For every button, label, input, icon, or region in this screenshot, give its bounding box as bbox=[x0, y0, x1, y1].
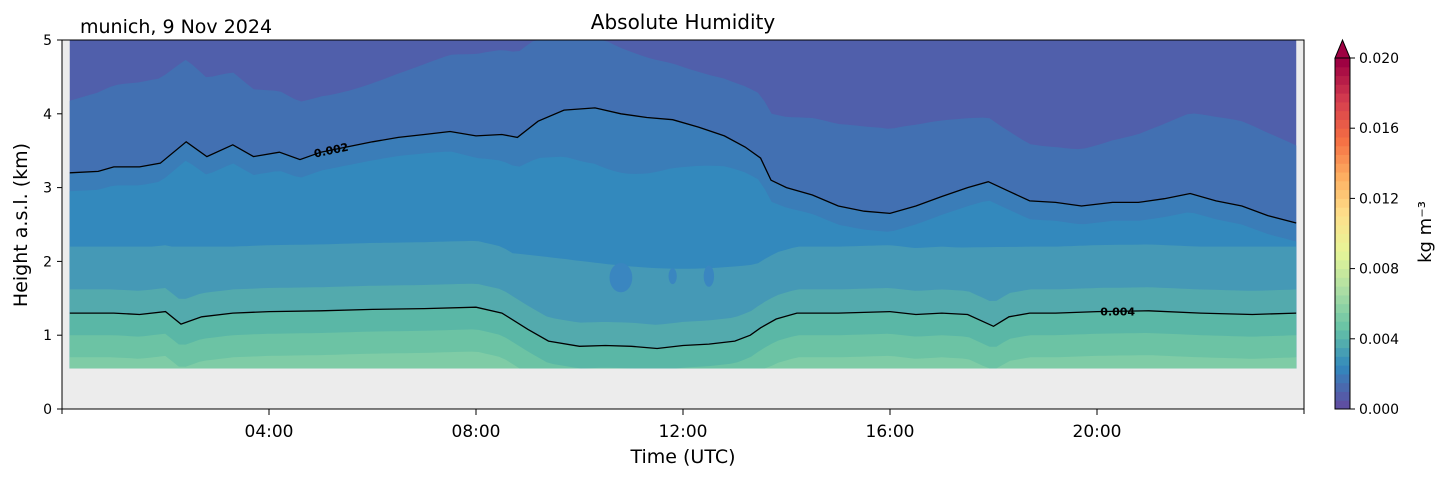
colorbar-segment bbox=[1335, 189, 1350, 199]
colorbar-segment bbox=[1335, 224, 1350, 234]
colorbar-segment bbox=[1335, 347, 1350, 357]
y-tick-label: 0 bbox=[43, 402, 52, 418]
colorbar-segment bbox=[1335, 356, 1350, 366]
colorbar-segment bbox=[1335, 373, 1350, 384]
colorbar-segment bbox=[1335, 268, 1350, 278]
moist-pocket-2 bbox=[703, 265, 715, 287]
x-tick-label: 04:00 bbox=[245, 422, 294, 442]
colorbar-segment bbox=[1335, 382, 1350, 392]
contour-line-0.004 bbox=[69, 306, 1297, 350]
colorbar-segment bbox=[1335, 128, 1350, 138]
colorbar-tick-label: 0.004 bbox=[1359, 332, 1399, 348]
chart-title: Absolute Humidity bbox=[591, 10, 776, 34]
colorbar-segment bbox=[1335, 119, 1350, 129]
colorbar-segment bbox=[1335, 303, 1350, 313]
y-axis-label: Height a.s.l. (km) bbox=[10, 143, 32, 307]
colorbar-segment bbox=[1335, 321, 1350, 331]
colorbar-frame bbox=[1334, 58, 1351, 410]
colorbar-segment bbox=[1335, 145, 1350, 156]
colorbar-segment bbox=[1335, 93, 1350, 103]
colorbar-segment bbox=[1335, 286, 1350, 296]
chart-subtitle: munich, 9 Nov 2024 bbox=[80, 16, 272, 38]
colorbar: 0.000 0.004 0.008 0.012 0.016 0.020 bbox=[1334, 38, 1399, 418]
colorbar-segment bbox=[1335, 338, 1350, 349]
colorbar-segment bbox=[1335, 251, 1350, 261]
colorbar-segment bbox=[1335, 172, 1350, 182]
x-tick-label: 16:00 bbox=[866, 422, 915, 442]
colorbar-label: kg m⁻³ bbox=[1415, 201, 1436, 263]
colorbar-tick-label: 0.016 bbox=[1359, 121, 1399, 137]
colorbar-segment bbox=[1335, 215, 1350, 226]
colorbar-segment bbox=[1335, 207, 1350, 217]
colorbar-segment bbox=[1335, 242, 1350, 252]
colorbar-segment bbox=[1335, 198, 1350, 208]
y-tick-label: 1 bbox=[43, 328, 52, 344]
y-tick-label: 5 bbox=[43, 33, 52, 49]
colorbar-segment bbox=[1335, 365, 1350, 375]
colorbar-segment bbox=[1335, 136, 1350, 147]
axis-layer: 0 1 2 3 4 5 04:00 08:00 12:00 16:00 20:00 bbox=[43, 33, 1305, 442]
moist-pocket-1 bbox=[668, 268, 677, 285]
colorbar-segment bbox=[1335, 294, 1350, 305]
y-tick-label: 2 bbox=[43, 254, 52, 270]
x-tick-label: 08:00 bbox=[452, 422, 501, 442]
plot-area bbox=[62, 40, 1304, 409]
contour-line-0.002 bbox=[69, 107, 1297, 224]
colorbar-segment bbox=[1335, 312, 1350, 322]
colorbar-segment bbox=[1335, 391, 1350, 401]
y-tick-label: 4 bbox=[43, 107, 52, 123]
colorbar-segment bbox=[1335, 84, 1350, 94]
x-tick-label: 20:00 bbox=[1073, 422, 1122, 442]
colorbar-segment bbox=[1335, 259, 1350, 270]
y-tick-label: 3 bbox=[43, 181, 52, 197]
colorbar-segment bbox=[1335, 330, 1350, 340]
colorbar-tick-label: 0.008 bbox=[1359, 262, 1399, 278]
colorbar-segment bbox=[1335, 101, 1350, 112]
colorbar-tick-label: 0.000 bbox=[1359, 402, 1399, 418]
moist-pocket-0 bbox=[609, 263, 633, 293]
band-0-0050 bbox=[69, 351, 1297, 369]
colorbar-segment bbox=[1335, 277, 1350, 287]
colorbar-tick-label: 0.020 bbox=[1359, 51, 1399, 67]
colorbar-segment bbox=[1335, 180, 1350, 191]
colorbar-segment bbox=[1335, 233, 1350, 243]
colorbar-tick-label: 0.012 bbox=[1359, 191, 1399, 207]
colorbar-segment bbox=[1335, 66, 1350, 77]
x-tick-label: 12:00 bbox=[659, 422, 708, 442]
colorbar-segment bbox=[1335, 154, 1350, 164]
colorbar-extend-arrow bbox=[1334, 38, 1351, 59]
x-axis-label: Time (UTC) bbox=[629, 446, 735, 468]
colorbar-segment bbox=[1335, 163, 1350, 173]
colorbar-segment bbox=[1335, 400, 1350, 410]
colorbar-segment bbox=[1335, 110, 1350, 120]
contour-label-0.004: 0.004 bbox=[1100, 305, 1135, 318]
colorbar-segment bbox=[1335, 58, 1350, 68]
colorbar-segment bbox=[1335, 75, 1350, 85]
